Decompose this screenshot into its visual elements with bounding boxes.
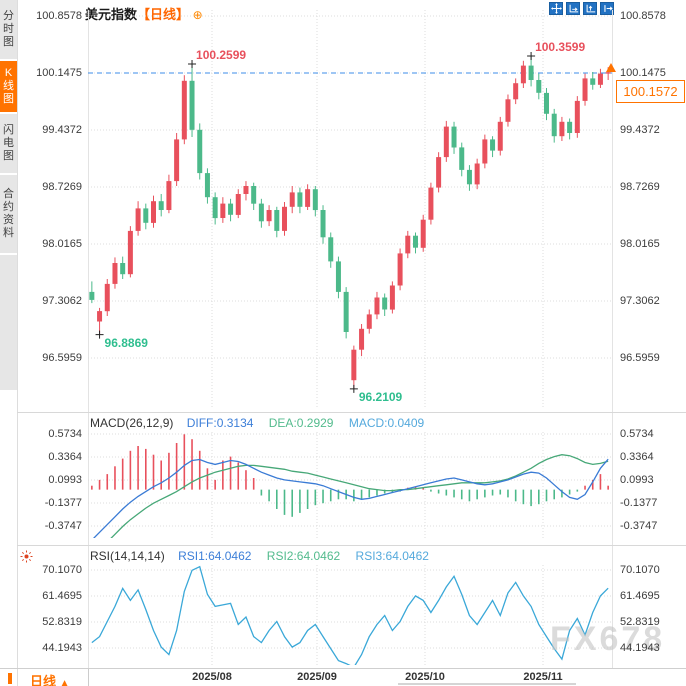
rsi-y-label: 52.8319 [42, 616, 82, 628]
period-dropdown-arrow-icon: ▲ [59, 678, 70, 686]
rsi-y-label: 70.1070 [620, 564, 660, 576]
bottom-bar-divider [88, 669, 89, 686]
period-tag: 【日线】 [137, 7, 190, 22]
sidebar-divider [17, 0, 18, 686]
macd-dea-value: DEA:0.2929 [268, 416, 334, 430]
plot-left-border [88, 10, 89, 668]
chart-title: 美元指数【日线】 ⊕ [85, 4, 203, 23]
main-y-label: 100.8578 [36, 10, 82, 22]
sidebar-tab-kline-chart[interactable]: K线图 [0, 61, 17, 114]
period-label: 日线 [30, 674, 57, 686]
fit-horizontal-icon[interactable] [566, 2, 580, 15]
last-price-arrow-icon [606, 63, 616, 72]
annotation-96.2109: 96.2109 [358, 389, 403, 404]
rsi3-value: RSI3:64.0462 [355, 549, 429, 563]
macd-header: MACD(26,12,9) DIFF:0.3134 DEA:0.2929 MAC… [90, 416, 424, 430]
rsi-y-label: 70.1070 [42, 564, 82, 576]
macd-y-label: 0.3364 [620, 451, 654, 463]
rsi-title: RSI(14,14,14) [90, 549, 165, 563]
period-selector[interactable]: 日线 ▲ [30, 671, 70, 686]
sidebar-tab-time-chart[interactable]: 分时图 [0, 0, 17, 61]
xaxis-label-sep: 2025/09 [297, 671, 337, 683]
current-price-badge: 100.1572 [616, 80, 685, 103]
annotation-100.3599: 100.3599 [535, 39, 586, 54]
symbol-name: 美元指数 [85, 7, 138, 22]
macd-y-label: 0.3364 [48, 451, 82, 463]
main-y-label: 97.3062 [42, 295, 82, 307]
macd-macd-value: MACD:0.0409 [348, 416, 425, 430]
sidebar: 分时图 K线图 闪电图 合约资料 [0, 0, 17, 390]
macd-chart[interactable] [88, 432, 612, 538]
main-candlestick-chart[interactable] [88, 10, 612, 408]
sidebar-tab-contract-info[interactable]: 合约资料 [0, 175, 17, 255]
annotation-96.8869: 96.8869 [104, 335, 148, 350]
rsi2-value: RSI2:64.0462 [266, 549, 341, 563]
main-y-label: 99.4372 [620, 124, 660, 136]
macd-rsi-separator [17, 545, 686, 546]
xaxis-label-aug: 2025/08 [192, 671, 232, 683]
fit-vertical-icon[interactable] [583, 2, 597, 15]
macd-y-label: 0.0993 [48, 474, 82, 486]
main-y-label: 96.5959 [620, 352, 660, 364]
annotation-100.2599: 100.2599 [196, 47, 247, 62]
main-macd-separator [17, 412, 686, 413]
macd-y-label: -0.3747 [620, 520, 658, 532]
main-y-label: 98.0165 [620, 238, 660, 250]
main-y-label: 96.5959 [42, 352, 82, 364]
main-y-label: 98.7269 [620, 181, 660, 193]
xaxis-label-nov: 2025/11 [523, 671, 563, 683]
sidebar-tab-lightning-chart[interactable]: 闪电图 [0, 114, 17, 175]
macd-diff-value: DIFF:0.3134 [186, 416, 254, 430]
main-y-label: 99.4372 [42, 124, 82, 136]
indicator-settings-icon[interactable] [20, 550, 33, 563]
rsi-y-label: 52.8319 [620, 616, 660, 628]
macd-y-label: -0.1377 [620, 497, 658, 509]
macd-y-label: -0.3747 [44, 520, 82, 532]
plot-right-border [612, 10, 613, 668]
rsi-y-label: 44.1943 [42, 642, 82, 654]
macd-y-label: 0.5734 [620, 428, 654, 440]
rsi-chart[interactable] [88, 565, 612, 665]
add-indicator-icon[interactable]: ⊕ [192, 8, 203, 22]
xaxis-label-oct: 2025/10 [405, 671, 445, 683]
main-y-label: 100.1475 [36, 67, 82, 79]
main-y-label: 98.0165 [42, 238, 82, 250]
macd-title: MACD(26,12,9) [90, 416, 174, 430]
watermark: FX678 [550, 620, 666, 658]
main-y-label: 97.3062 [620, 295, 660, 307]
xaxis-separator [0, 668, 686, 669]
rsi1-value: RSI1:64.0462 [178, 549, 252, 563]
main-y-label: 100.8578 [620, 10, 666, 22]
main-y-label: 98.7269 [42, 181, 82, 193]
macd-y-label: -0.1377 [44, 497, 82, 509]
rsi-y-label: 61.4695 [620, 590, 660, 602]
panel-resize-handle[interactable] [8, 673, 12, 684]
rsi-y-label: 44.1943 [620, 642, 660, 654]
scrollbar-segment[interactable] [398, 683, 576, 685]
rsi-y-label: 61.4695 [42, 590, 82, 602]
main-y-label: 100.1475 [620, 67, 666, 79]
macd-y-label: 0.5734 [48, 428, 82, 440]
rsi-header: RSI(14,14,14) RSI1:64.0462 RSI2:64.0462 … [90, 549, 429, 563]
pop-out-icon[interactable] [600, 2, 614, 15]
macd-y-label: 0.0993 [620, 474, 654, 486]
pan-icon[interactable] [549, 2, 563, 15]
